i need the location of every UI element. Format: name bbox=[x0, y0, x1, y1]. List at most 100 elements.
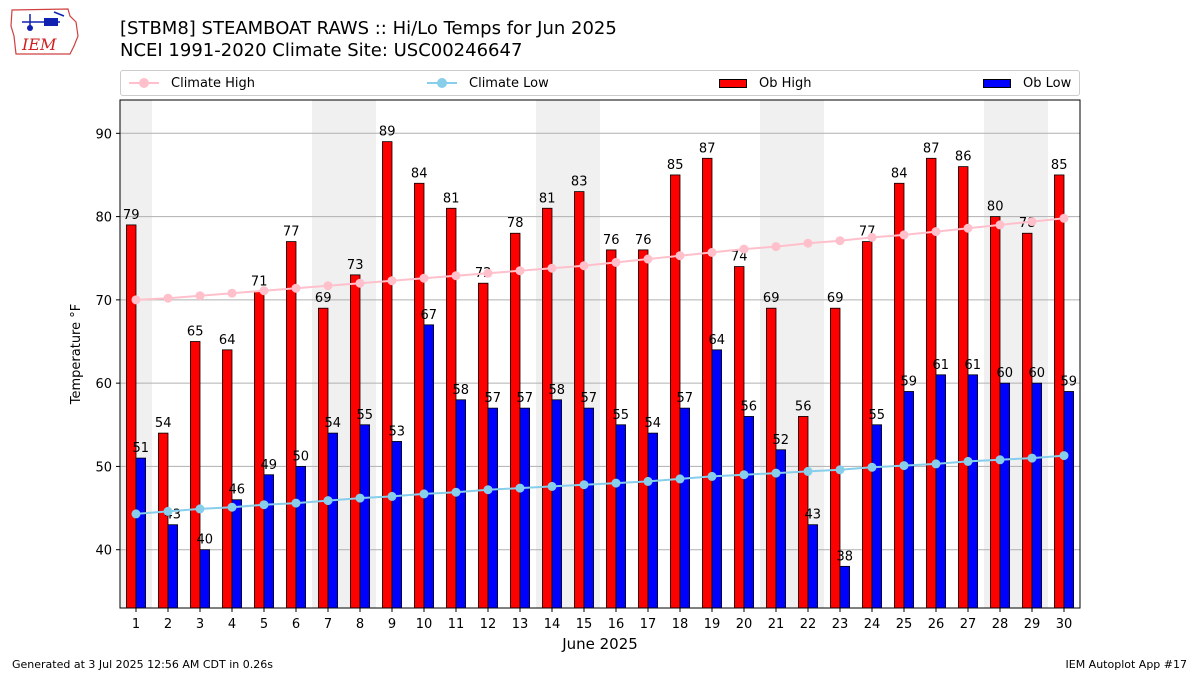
legend-label: Climate Low bbox=[469, 75, 549, 91]
climate-low-point bbox=[579, 480, 589, 490]
ob-high-label: 77 bbox=[283, 225, 300, 240]
ob-high-bar bbox=[894, 182, 905, 609]
ob-high-label: 79 bbox=[123, 208, 140, 223]
ob-high-label: 56 bbox=[795, 399, 812, 414]
y-tick-label: 80 bbox=[95, 211, 112, 226]
climate-low-point bbox=[163, 506, 173, 516]
ob-high-bar bbox=[1054, 174, 1065, 609]
ob-low-bar bbox=[135, 457, 147, 609]
ob-high-label: 69 bbox=[315, 291, 332, 306]
climate-high-point bbox=[707, 247, 717, 257]
climate-low-point bbox=[835, 465, 845, 475]
climate-high-line bbox=[135, 217, 1065, 301]
climate-high-point bbox=[931, 227, 941, 237]
climate-high-point bbox=[771, 242, 781, 252]
ob-low-label: 60 bbox=[997, 366, 1014, 381]
x-tick-label: 20 bbox=[736, 617, 753, 632]
ob-high-bar bbox=[606, 249, 617, 609]
x-tick-label: 10 bbox=[416, 617, 433, 632]
climate-high-point bbox=[131, 295, 141, 305]
ob-high-label: 78 bbox=[507, 216, 524, 231]
ob-low-label: 56 bbox=[741, 399, 758, 414]
ob-low-label: 55 bbox=[869, 408, 886, 423]
climate-low-point bbox=[259, 500, 269, 510]
climate-low-point bbox=[291, 498, 301, 508]
legend: Climate High Climate Low Ob High Ob Low bbox=[120, 70, 1080, 96]
iem-logo: IEM bbox=[10, 8, 79, 55]
ob-low-bar bbox=[1063, 391, 1075, 609]
climate-low-point bbox=[931, 459, 941, 469]
climate-high-point bbox=[963, 223, 973, 233]
ob-low-label: 54 bbox=[325, 416, 342, 431]
climate-high-point bbox=[1027, 217, 1037, 227]
ob-high-bar bbox=[702, 157, 713, 609]
ob-high-label: 83 bbox=[571, 175, 588, 190]
climate-low-point bbox=[547, 481, 557, 491]
ob-low-label: 43 bbox=[805, 508, 822, 523]
ob-low-label: 59 bbox=[1061, 374, 1078, 389]
climate-high-point bbox=[483, 268, 493, 278]
ob-low-bar bbox=[423, 324, 435, 609]
ob-low-label: 51 bbox=[133, 441, 150, 456]
climate-low-point bbox=[675, 474, 685, 484]
x-tick-label: 11 bbox=[448, 617, 465, 632]
x-tick-label: 3 bbox=[196, 617, 204, 632]
ob-high-bar bbox=[766, 307, 777, 609]
ob-high-label: 86 bbox=[955, 150, 972, 165]
ob-high-label: 71 bbox=[251, 275, 268, 290]
x-tick-label: 18 bbox=[672, 617, 689, 632]
climate-low-point bbox=[1059, 451, 1069, 461]
ob-high-bar bbox=[381, 141, 393, 609]
ob-low-label: 40 bbox=[197, 533, 214, 548]
x-tick-label: 2 bbox=[164, 617, 172, 632]
x-tick-label: 21 bbox=[768, 617, 785, 632]
x-tick-label: 7 bbox=[324, 617, 332, 632]
x-tick-label: 4 bbox=[228, 617, 236, 632]
x-tick-label: 23 bbox=[832, 617, 849, 632]
ob-low-bar bbox=[615, 424, 627, 609]
ob-low-bar bbox=[487, 407, 499, 609]
climate-high-point bbox=[515, 266, 525, 276]
ob-low-bar bbox=[391, 441, 403, 609]
ob-high-bar bbox=[221, 349, 233, 609]
ob-low-label: 64 bbox=[709, 333, 726, 348]
ob-low-label: 50 bbox=[293, 449, 310, 464]
ob-low-label: 57 bbox=[517, 391, 534, 406]
ob-high-bar bbox=[1022, 232, 1033, 609]
ob-low-label: 49 bbox=[261, 458, 278, 473]
climate-low-point bbox=[611, 478, 621, 488]
app-label: IEM Autoplot App #17 bbox=[1065, 658, 1188, 671]
x-tick-label: 17 bbox=[640, 617, 657, 632]
climate-high-point bbox=[323, 281, 333, 291]
ob-low-label: 46 bbox=[229, 483, 246, 498]
ob-high-label: 69 bbox=[827, 291, 844, 306]
x-tick-label: 9 bbox=[388, 617, 396, 632]
y-axis-label: Temperature °F bbox=[69, 304, 84, 405]
ob-high-bar bbox=[958, 166, 969, 609]
ob-high-label: 64 bbox=[219, 333, 236, 348]
ob-high-label: 81 bbox=[443, 191, 460, 206]
chart-title: [STBM8] STEAMBOAT RAWS :: Hi/Lo Temps fo… bbox=[120, 18, 617, 39]
ob-high-label: 69 bbox=[763, 291, 780, 306]
ob-high-bar bbox=[862, 241, 873, 609]
ob-low-bar bbox=[839, 565, 851, 609]
climate-high-point bbox=[547, 263, 557, 273]
climate-low-point bbox=[963, 456, 973, 466]
ob-high-bar bbox=[413, 182, 425, 609]
ob-low-label: 61 bbox=[965, 358, 982, 373]
legend-swatch-ob-high bbox=[719, 78, 747, 88]
climate-high-point bbox=[227, 288, 237, 298]
ob-high-bar bbox=[509, 232, 521, 609]
ob-high-label: 87 bbox=[923, 141, 940, 156]
climate-low-point bbox=[515, 483, 525, 493]
ob-low-label: 57 bbox=[677, 391, 694, 406]
climate-low-point bbox=[131, 509, 141, 519]
ob-low-bar bbox=[263, 474, 275, 609]
x-tick-label: 24 bbox=[864, 617, 881, 632]
ob-high-label: 54 bbox=[155, 416, 172, 431]
ob-high-bar bbox=[734, 266, 745, 609]
ob-low-bar bbox=[583, 407, 595, 609]
ob-low-label: 58 bbox=[549, 383, 566, 398]
x-tick-label: 19 bbox=[704, 617, 721, 632]
ob-high-bar bbox=[445, 207, 457, 609]
